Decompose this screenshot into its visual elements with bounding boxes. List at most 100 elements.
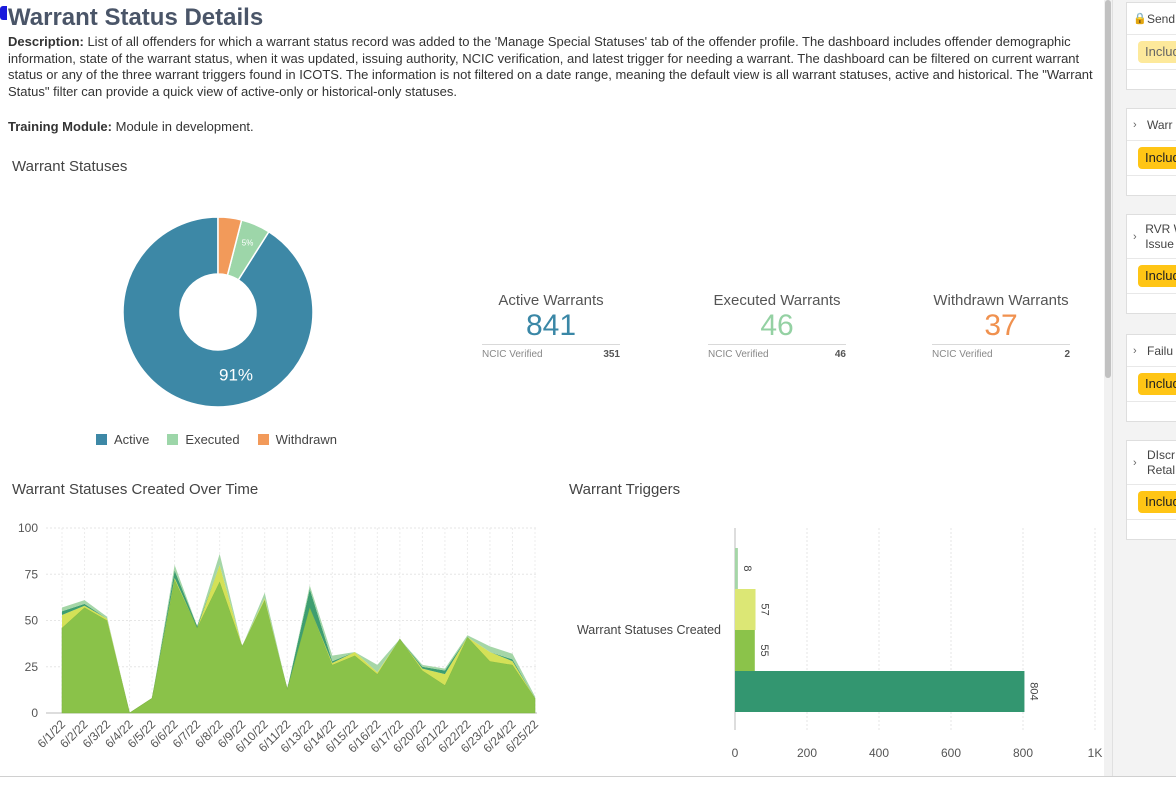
corner-marker [0,6,7,20]
kpi-footer-label: NCIC Verified [482,349,543,360]
description-text: List of all offenders for which a warran… [8,34,1093,99]
kpi-active-warrants: Active Warrants 841 NCIC Verified 351 [482,292,620,360]
training-module: Training Module: Module in development. [8,119,254,134]
section-title-over-time: Warrant Statuses Created Over Time [12,481,259,498]
kpi-executed-warrants: Executed Warrants 46 NCIC Verified 46 [708,292,846,360]
filter-card-label-line2: Issue [1145,236,1174,251]
kpi-footer-value: 2 [1064,349,1070,360]
legend-item-executed[interactable]: Executed [167,432,240,447]
filter-card-label: Failu [1147,343,1174,358]
chevron-right-icon: › [1133,118,1137,131]
kpi-value: 46 [760,309,794,342]
trigger-bar-label: 8 [741,565,753,571]
trigger-bar-2[interactable] [735,630,755,671]
filter-card-header[interactable]: › DIscr Retal [1127,441,1176,485]
kpi-footer-value: 46 [834,349,846,360]
filter-card-label-wrap: DIscr Retal [1147,448,1175,478]
y-tick-label: 25 [25,660,39,674]
scrollbar-thumb[interactable] [1105,0,1111,378]
filter-card-footer [1127,293,1176,313]
donut-slice-withdrawn[interactable] [217,216,243,277]
legend-item-active[interactable]: Active [96,432,149,447]
x-tick-label: 800 [1013,746,1033,760]
kpi-footer-label: NCIC Verified [932,349,993,360]
kpi-footer-label: NCIC Verified [708,349,769,360]
filter-card-label: Send [1147,11,1176,26]
description: Description: List of all offenders for w… [8,34,1098,100]
kpi-value: 37 [984,309,1018,342]
legend-swatch-executed [167,434,179,445]
filter-include-pill[interactable]: Includ [1138,373,1176,395]
y-tick-label: 0 [31,706,38,720]
legend-label-executed: Executed [185,432,240,447]
trigger-bar-label: 57 [759,603,771,615]
filter-card-warrant: › Warr Includ [1126,108,1176,196]
kpi-footer-value: 351 [603,349,620,360]
warrant-status-donut-chart: 91% 5% [122,216,314,408]
trigger-bar-label: 55 [758,644,770,656]
legend-swatch-withdrawn [257,434,269,445]
x-tick-label: 200 [797,746,817,760]
dashboard-main: Warrant Status Details Description: List… [0,4,1103,760]
filter-card-label-line2: Retal [1147,462,1176,477]
statuses-over-time-area-chart: 02550751006/1/226/2/226/3/226/4/226/5/22… [18,521,541,755]
chevron-right-icon: › [1133,456,1137,469]
filter-card-rvr: › RVR WIssue Includ [1126,214,1176,314]
kpi-footer: NCIC Verified 2 [932,344,1070,360]
donut-legend: Active Executed Withdrawn [96,432,337,447]
y-category-label: Warrant Statuses Created [577,623,721,637]
trigger-bar-0[interactable] [735,548,738,589]
filter-sidebar: 🔒Send Includ › Warr Includ › RVR WIssue In… [1112,0,1176,776]
filter-card-header[interactable]: › RVR WIssue [1127,215,1176,259]
filter-card-header[interactable]: › Failu [1127,335,1176,367]
kpi-title: Withdrawn Warrants [933,292,1069,309]
section-title-statuses: Warrant Statuses [12,158,128,175]
trigger-bar-3[interactable] [735,671,1025,712]
legend-swatch-active [96,434,107,445]
description-label: Description: [8,34,84,49]
filter-card-footer [1127,175,1176,195]
trigger-bar-1[interactable] [735,589,756,630]
section-title-triggers: Warrant Triggers [569,481,681,498]
legend-item-withdrawn[interactable]: Withdrawn [257,432,338,447]
y-tick-label: 100 [18,521,38,535]
filter-card-label: Warr [1147,117,1173,132]
filter-card-label: DIscr [1147,447,1175,462]
kpi-value: 841 [525,309,577,342]
filter-card-label: RVR W [1145,221,1176,236]
filter-card-header[interactable]: 🔒 Send [1127,3,1176,35]
kpi-withdrawn-warrants: Withdrawn Warrants 37 NCIC Verified 2 [932,292,1070,360]
filter-include-pill[interactable]: Includ [1138,147,1176,169]
filter-card-failure: › Failu Includ [1126,334,1176,422]
training-text: Module in development. [112,119,254,134]
legend-label-active: Active [114,432,150,447]
filter-card-footer [1127,69,1176,89]
filter-include-pill[interactable]: Includ [1138,491,1176,513]
donut-slice-active[interactable] [122,216,314,408]
kpi-footer: NCIC Verified 351 [482,344,620,360]
page-title: Warrant Status Details [8,4,264,31]
x-tick-label: 0 [732,746,739,760]
y-tick-label: 75 [25,567,39,581]
donut-data-label: 5% [242,239,254,248]
training-label: Training Module: [8,119,112,134]
kpi-title: Active Warrants [498,292,604,309]
filter-card-footer [1127,401,1176,421]
filter-card-header[interactable]: › Warr [1127,109,1176,141]
main-scrollbar[interactable] [1104,0,1112,776]
filter-include-pill[interactable]: Includ [1138,265,1176,287]
x-tick-label: 1K [1088,746,1103,760]
filter-card-label-wrap: RVR WIssue [1145,222,1176,252]
chevron-right-icon: › [1133,344,1137,357]
trigger-bar-label: 804 [1028,682,1040,700]
x-tick-label: 400 [869,746,889,760]
chevron-right-icon: › [1133,230,1137,243]
kpi-title: Executed Warrants [713,292,841,309]
filter-include-pill[interactable]: Includ [1138,41,1176,63]
y-tick-label: 50 [25,614,39,628]
lock-icon: 🔒 [1133,13,1147,25]
legend-label-withdrawn: Withdrawn [275,432,338,447]
kpi-footer: NCIC Verified 46 [708,344,846,360]
filter-card-footer [1127,519,1176,539]
